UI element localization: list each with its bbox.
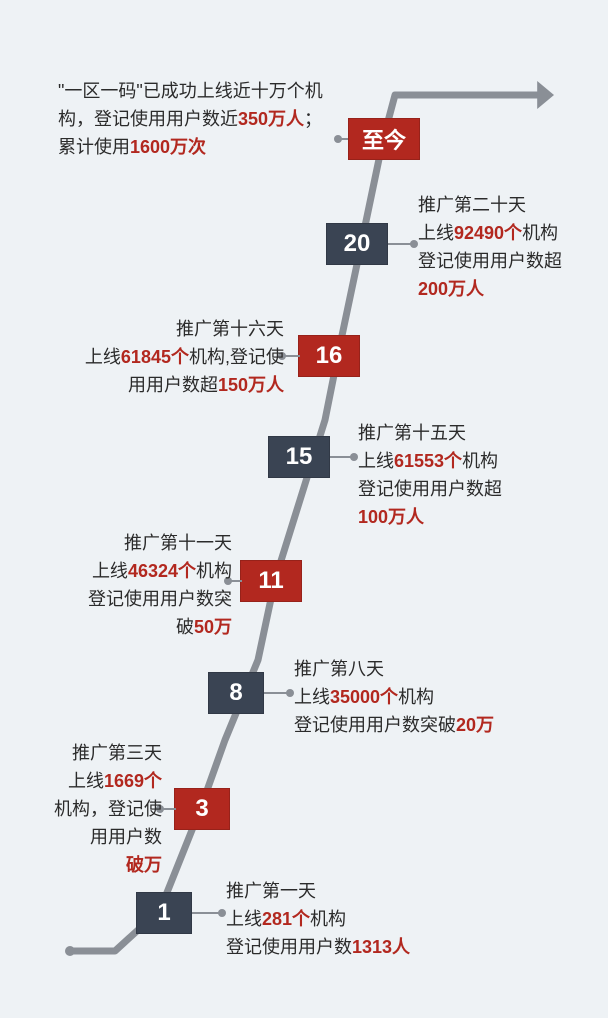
arrow-head-icon (537, 81, 554, 109)
milestone-badge-d16: 16 (298, 335, 360, 377)
milestone-text-d15: 推广第十五天上线61553个机构登记使用用户数超 100万人 (358, 420, 538, 532)
milestone-badge-now: 至今 (348, 118, 420, 160)
path-start-dot (65, 946, 75, 956)
highlight-text: 35000个 (330, 687, 398, 707)
milestone-text-d16: 推广第十六天上线61845个机构,登记使用用户数超150万人 (84, 316, 284, 400)
connector-dot (218, 909, 226, 917)
milestone-badge-label: 11 (258, 567, 283, 595)
highlight-text: 1669个 (104, 771, 162, 791)
milestone-badge-label: 16 (316, 342, 343, 370)
milestone-text-d1: 推广第一天上线281个机构登记使用用户数1313人 (226, 878, 466, 962)
body-text: 机构 (522, 223, 558, 243)
body-text: 上线 (418, 223, 454, 243)
milestone-badge-label: 3 (195, 795, 208, 823)
body-text: 推广第八天 (294, 659, 384, 679)
connector-dot (286, 689, 294, 697)
highlight-text: 92490个 (454, 223, 522, 243)
milestone-text-now: "一区一码"已成功上线近十万个机构，登记使用用户数近350万人；累计使用1600… (58, 78, 338, 162)
connector-dot (410, 240, 418, 248)
milestone-badge-d3: 3 (174, 788, 230, 830)
body-text: 登记使用用户数超 (358, 479, 502, 499)
highlight-text: 破万 (126, 855, 162, 875)
milestone-badge-label: 20 (344, 230, 371, 258)
body-text: 上线 (68, 771, 104, 791)
body-text: 推广第十六天 (176, 319, 284, 339)
highlight-text: 50万 (194, 617, 232, 637)
highlight-text: 150万人 (218, 375, 284, 395)
body-text: 机构，登记使用用户数 (54, 799, 162, 847)
body-text: 推广第十一天 (124, 533, 232, 553)
highlight-text: 200万人 (418, 279, 484, 299)
body-text: 推广第三天 (72, 743, 162, 763)
milestone-badge-label: 8 (229, 679, 242, 707)
highlight-text: 1313人 (352, 937, 410, 957)
highlight-text: 61845个 (121, 347, 189, 367)
body-text: 上线 (85, 347, 121, 367)
milestone-badge-label: 至今 (362, 123, 406, 155)
body-text: 上线 (358, 451, 394, 471)
body-text: 推广第十五天 (358, 423, 466, 443)
milestone-badge-d20: 20 (326, 223, 388, 265)
highlight-text: 61553个 (394, 451, 462, 471)
milestone-text-d8: 推广第八天上线35000个机构登记使用用户数突破20万 (294, 656, 534, 740)
highlight-text: 350万人 (238, 109, 304, 129)
body-text: 登记使用用户数超 (418, 251, 562, 271)
body-text: 推广第二十天 (418, 195, 526, 215)
connector-dot (350, 453, 358, 461)
highlight-text: 281个 (262, 909, 310, 929)
milestone-badge-label: 15 (286, 443, 313, 471)
body-text: 机构 (310, 909, 346, 929)
body-text: 机构 (398, 687, 434, 707)
highlight-text: 46324个 (128, 561, 196, 581)
body-text: 上线 (92, 561, 128, 581)
body-text: 推广第一天 (226, 881, 316, 901)
highlight-text: 1600万次 (130, 137, 206, 157)
milestone-badge-label: 1 (157, 899, 170, 927)
milestone-badge-d11: 11 (240, 560, 302, 602)
body-text: 机构 (462, 451, 498, 471)
milestone-text-d11: 推广第十一天上线46324个机构登记使用用户数突破50万 (72, 530, 232, 642)
milestone-badge-d15: 15 (268, 436, 330, 478)
highlight-text: 100万人 (358, 507, 424, 527)
timeline-infographic: 至今 "一区一码"已成功上线近十万个机构，登记使用用户数近350万人；累计使用16… (0, 0, 608, 1018)
milestone-badge-d1: 1 (136, 892, 192, 934)
body-text: 上线 (294, 687, 330, 707)
milestone-text-d20: 推广第二十天上线92490个机构登记使用用户数超 200万人 (418, 192, 598, 304)
milestone-text-d3: 推广第三天上线1669个机构，登记使用用户数破万 (50, 740, 162, 879)
body-text: 上线 (226, 909, 262, 929)
highlight-text: 20万 (456, 715, 494, 735)
milestone-badge-d8: 8 (208, 672, 264, 714)
body-text: 登记使用用户数 (226, 937, 352, 957)
body-text: 机构 (196, 561, 232, 581)
body-text: 登记使用用户数突破 (294, 715, 456, 735)
